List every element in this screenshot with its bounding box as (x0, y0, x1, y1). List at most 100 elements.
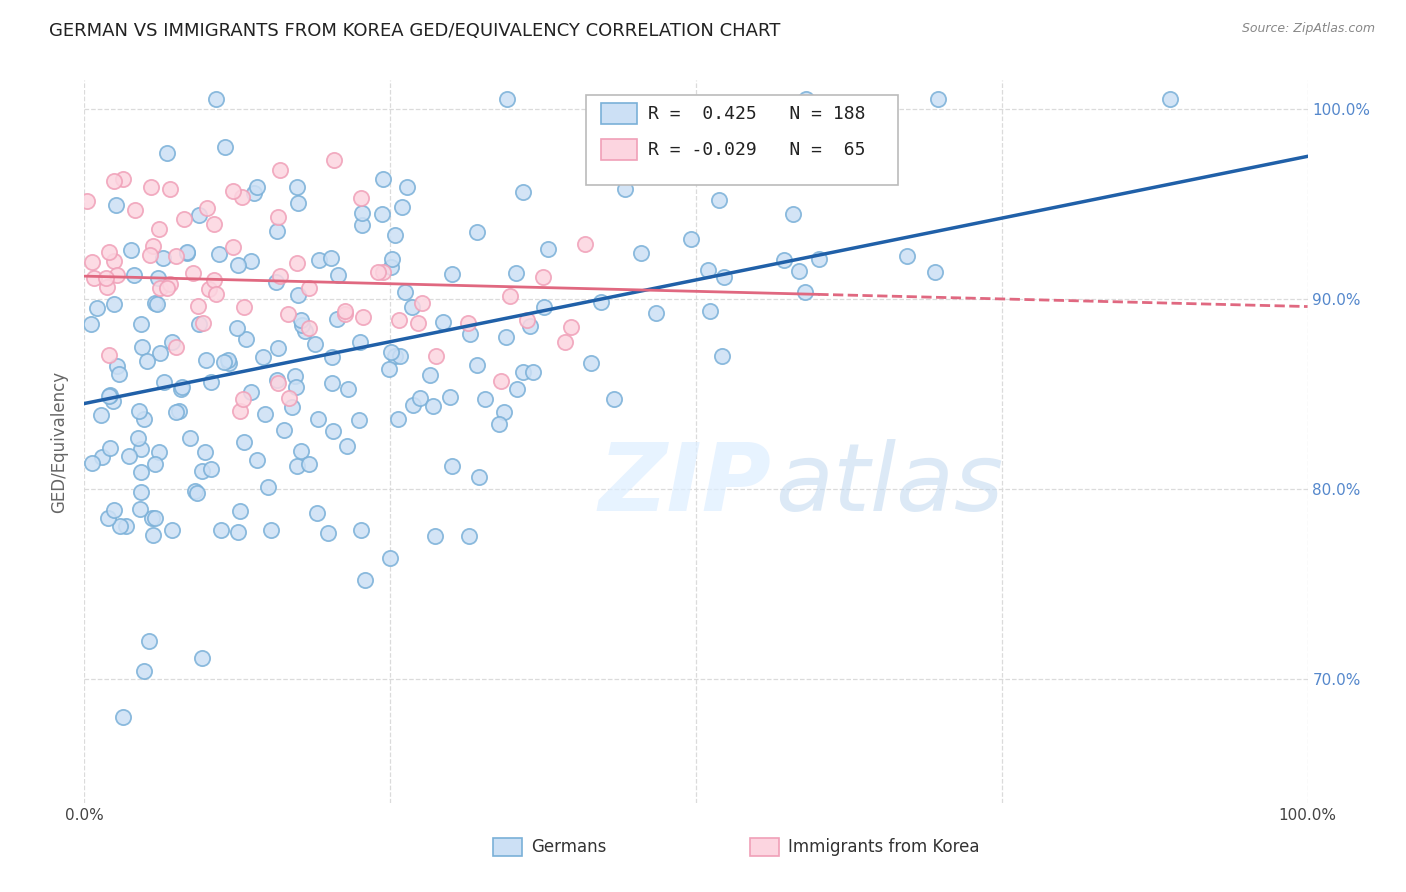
Point (794, 92, 817, 106)
Point (86, 301, 108, 315)
Point (457, 316, 479, 330)
FancyBboxPatch shape (586, 95, 898, 185)
Point (531, 270, 554, 285)
Point (226, 320, 249, 334)
Point (98, 245, 121, 260)
Point (105, 268, 128, 282)
Point (217, 353, 239, 368)
Point (143, 511, 166, 525)
Text: Immigrants from Korea: Immigrants from Korea (787, 838, 979, 855)
Point (222, 184, 245, 198)
Point (681, 232, 703, 246)
Point (350, 190, 373, 204)
Point (422, 399, 444, 413)
Point (181, 266, 204, 280)
Point (924, 265, 946, 279)
Point (173, 211, 195, 226)
Point (395, 180, 418, 194)
Point (281, 400, 304, 414)
Point (579, 356, 602, 370)
Point (458, 327, 481, 342)
Point (97, 348, 120, 362)
Point (186, 486, 208, 500)
Point (516, 312, 538, 326)
Point (512, 186, 534, 200)
Point (200, 462, 222, 476)
FancyBboxPatch shape (749, 838, 779, 855)
Point (347, 413, 370, 427)
Point (266, 224, 288, 238)
Point (474, 392, 496, 406)
Point (131, 484, 153, 499)
Point (350, 523, 373, 537)
Point (187, 299, 209, 313)
Point (494, 405, 516, 419)
Point (696, 263, 718, 277)
Point (104, 198, 127, 212)
Point (349, 335, 371, 350)
Point (927, 92, 949, 106)
Point (267, 376, 290, 390)
Point (290, 443, 312, 458)
Point (325, 311, 347, 326)
Point (304, 336, 326, 351)
Point (115, 518, 138, 533)
Point (159, 277, 181, 291)
Point (321, 351, 343, 365)
Point (307, 411, 329, 425)
Point (297, 281, 319, 295)
Point (167, 404, 190, 418)
Point (149, 346, 172, 360)
Point (707, 193, 730, 207)
Point (112, 172, 135, 186)
Point (713, 269, 735, 284)
Point (384, 227, 406, 242)
Point (162, 523, 184, 537)
Point (214, 139, 236, 153)
Text: GERMAN VS IMMIGRANTS FROM KOREA GED/EQUIVALENCY CORRELATION CHART: GERMAN VS IMMIGRANTS FROM KOREA GED/EQUI… (49, 22, 780, 40)
Point (298, 321, 321, 335)
Point (287, 196, 309, 211)
Point (1159, 92, 1181, 106)
Point (367, 265, 389, 279)
Point (80, 255, 103, 269)
Point (124, 203, 146, 218)
Point (111, 710, 134, 724)
Point (232, 392, 254, 406)
Point (425, 349, 447, 363)
Point (143, 457, 166, 471)
Point (391, 200, 413, 214)
Point (76, 194, 98, 208)
Point (135, 354, 157, 368)
Point (118, 450, 141, 464)
Point (381, 252, 404, 267)
Point (254, 407, 277, 421)
Point (613, 181, 636, 195)
Point (787, 264, 810, 278)
Point (499, 289, 522, 303)
Point (387, 313, 409, 327)
Point (205, 287, 228, 301)
Point (269, 269, 291, 284)
Point (191, 464, 214, 478)
Point (267, 210, 290, 224)
Point (439, 390, 461, 404)
Point (188, 318, 211, 332)
Point (107, 367, 129, 381)
Point (195, 353, 218, 368)
Point (285, 459, 308, 474)
Point (212, 355, 235, 369)
Point (394, 285, 416, 299)
Point (142, 528, 165, 542)
Point (432, 315, 454, 329)
Point (229, 404, 252, 418)
Point (103, 174, 125, 188)
Point (129, 502, 152, 516)
Point (711, 349, 734, 363)
Point (98, 388, 121, 402)
Point (505, 266, 527, 280)
Point (441, 458, 464, 473)
Point (194, 445, 217, 459)
Point (90, 450, 112, 464)
Point (269, 163, 291, 178)
